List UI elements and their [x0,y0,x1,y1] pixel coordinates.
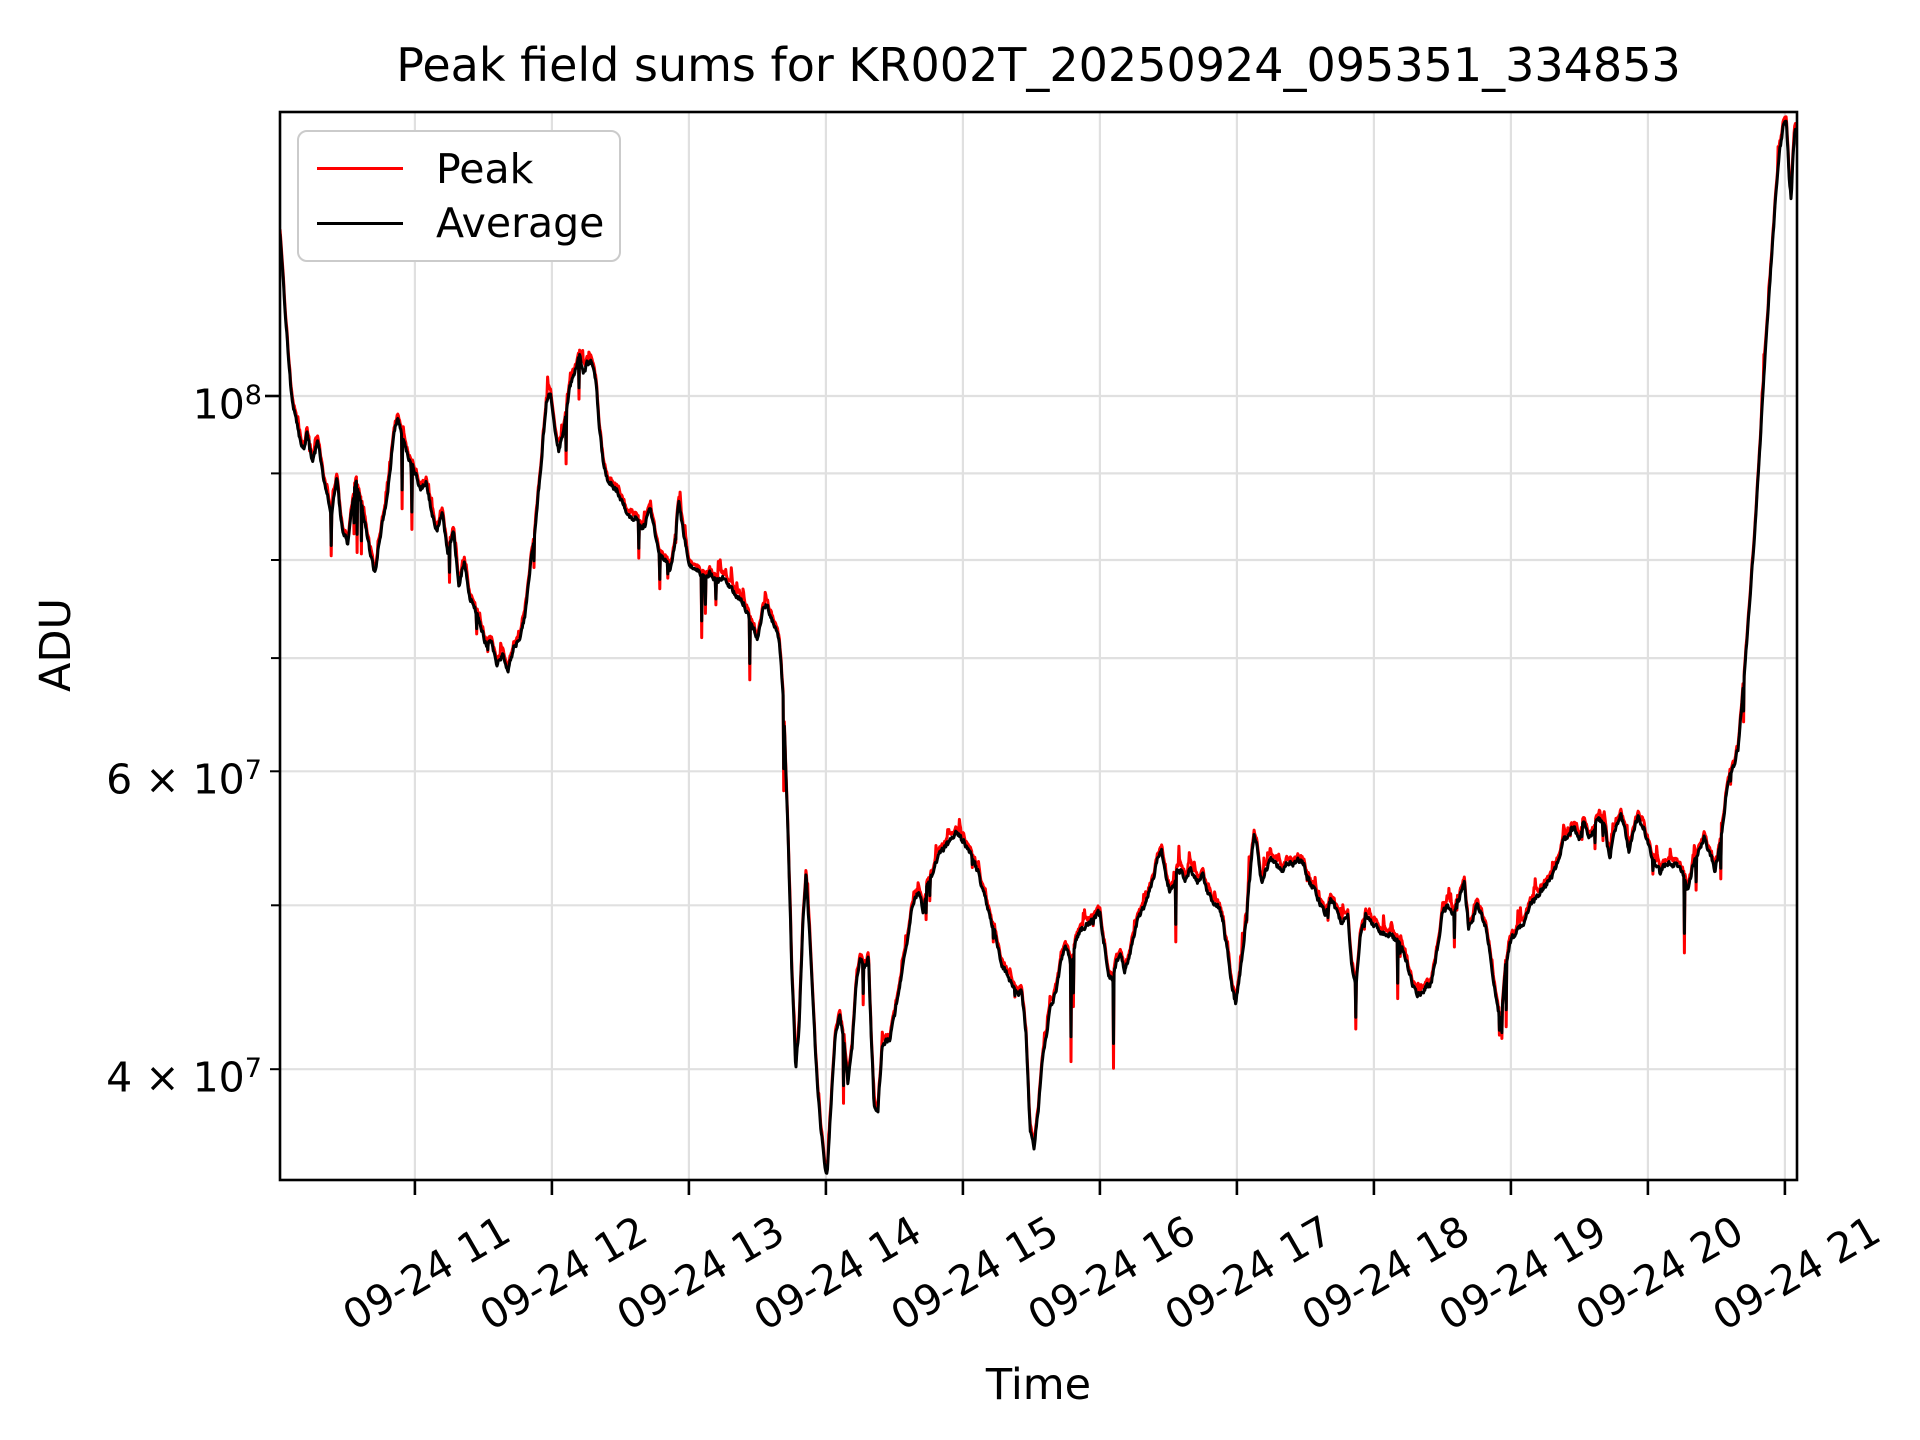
legend-entry-label: Peak [436,144,534,193]
average-line [280,119,1797,1175]
peak-line [280,115,1797,1171]
y-tick-label: 108 [192,380,262,429]
legend: Peak Average [297,130,621,262]
y-tick-label: 4 × 107 [106,1053,262,1102]
legend-entry: Peak [317,145,601,193]
legend-entry: Average [317,199,605,248]
legend-line-sample [317,167,403,171]
y-axis-label: ADU [31,598,81,692]
axes-spines [278,110,1799,1182]
legend-line-sample [317,221,403,225]
y-tick-label: 6 × 107 [106,755,262,804]
legend-entry-label: Average [436,199,605,248]
chart-title: Peak field sums for KR002T_20250924_0953… [396,38,1681,92]
x-axis-label: Time [985,1360,1092,1410]
